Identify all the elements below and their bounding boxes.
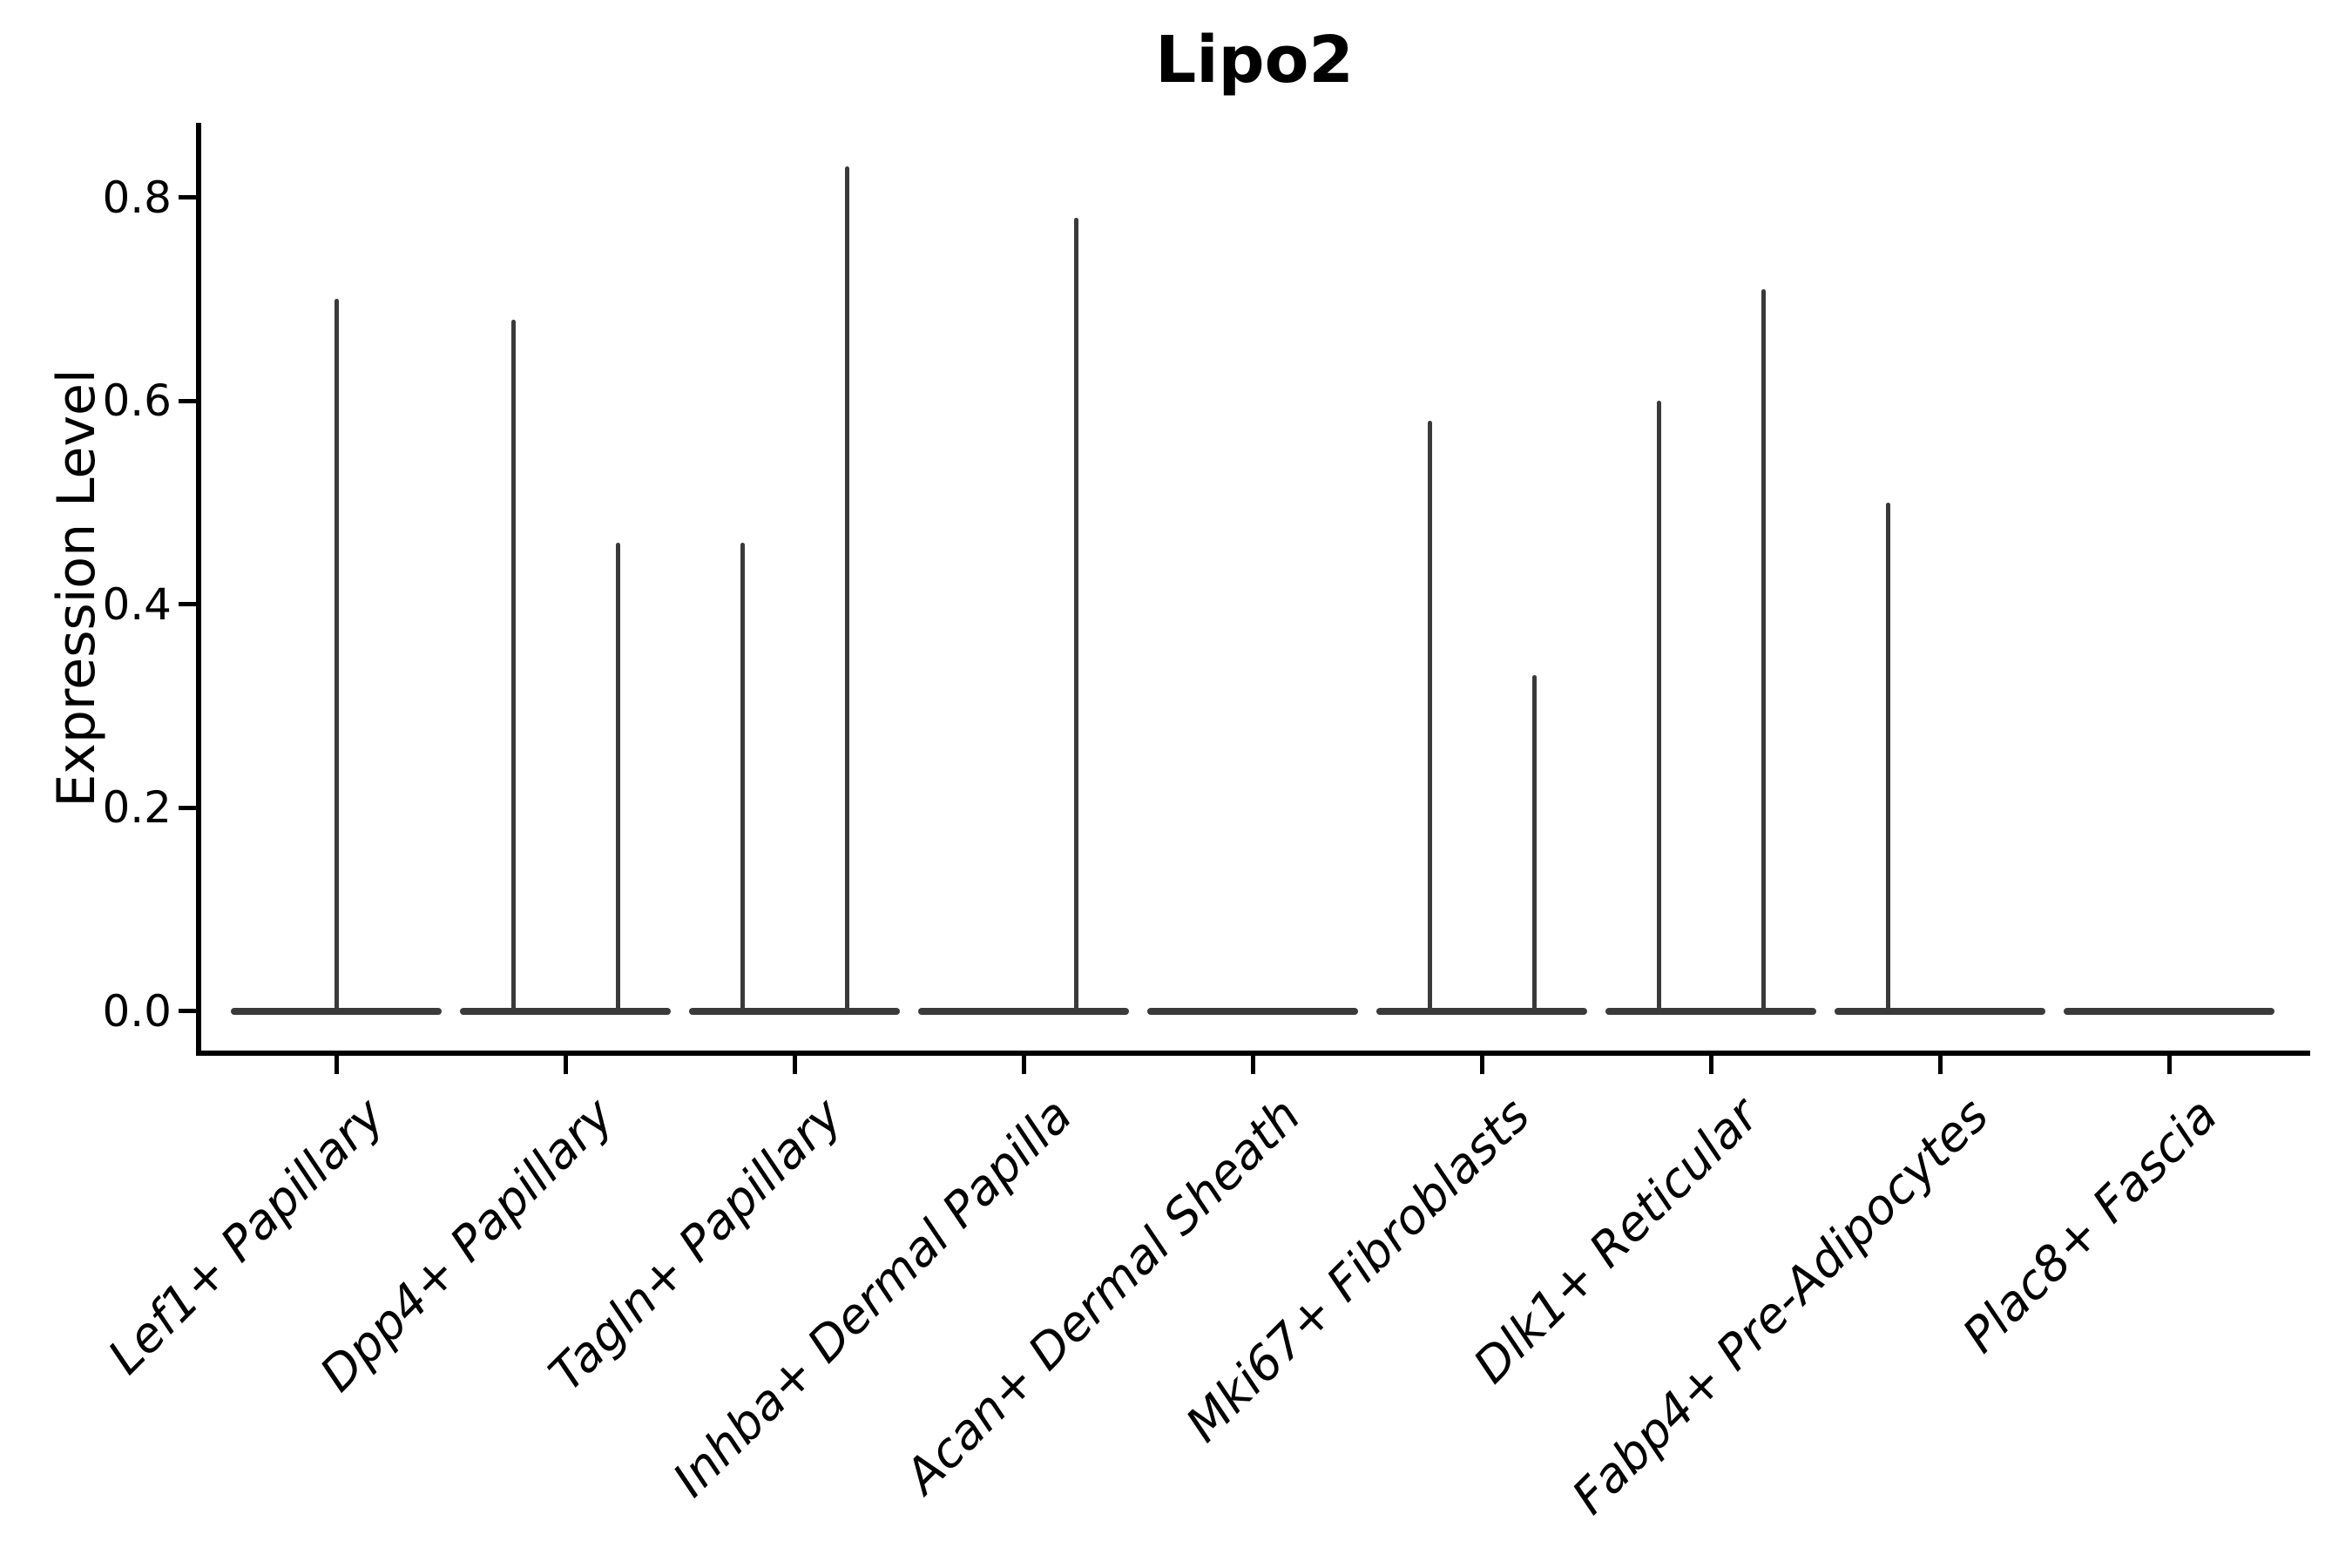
violin-spike [1656, 401, 1661, 1015]
violin-spike [740, 543, 745, 1015]
y-tick-label: 0.6 [102, 375, 172, 426]
y-tick-label: 0.8 [102, 172, 172, 223]
y-tick-mark [179, 195, 196, 199]
violin-spike [844, 166, 849, 1015]
violin-baseline [1147, 1007, 1358, 1015]
chart-title: Lipo2 [1155, 23, 1354, 98]
x-tick-mark [334, 1056, 339, 1074]
violin-baseline [1835, 1007, 2045, 1015]
x-tick-mark [1479, 1056, 1484, 1074]
violin-spike [1073, 217, 1078, 1015]
y-tick-mark [179, 398, 196, 403]
y-tick-label: 0.0 [102, 985, 172, 1037]
violin-spike [1531, 675, 1537, 1015]
violin-spike [1427, 421, 1432, 1015]
x-tick-mark [1021, 1056, 1026, 1074]
x-tick-mark [1937, 1056, 1943, 1074]
x-axis-spine [196, 1051, 2310, 1056]
x-tick-mark [1250, 1056, 1255, 1074]
violin-baseline [1605, 1007, 1816, 1015]
x-tick-label: Inhba+ Dermal Papilla [661, 1087, 1083, 1508]
x-tick-label: Fabp4+ Pre-Adipocytes [1560, 1087, 1999, 1525]
x-tick-mark [563, 1056, 568, 1074]
violin-spike [334, 299, 339, 1015]
x-tick-mark [792, 1056, 797, 1074]
y-tick-label: 0.4 [102, 578, 172, 630]
violin-spike [615, 543, 620, 1015]
violin-baseline [2064, 1007, 2274, 1015]
y-tick-label: 0.2 [102, 782, 172, 833]
y-tick-mark [179, 602, 196, 606]
y-tick-mark [179, 1009, 196, 1013]
violin-baseline [918, 1007, 1129, 1015]
x-tick-mark [1708, 1056, 1713, 1074]
x-tick-label: Acan+ Dermal Sheath [894, 1087, 1312, 1504]
y-axis-spine [196, 123, 201, 1056]
violin-spike [510, 319, 516, 1015]
violin-baseline [689, 1007, 900, 1015]
violin-baseline [460, 1007, 671, 1015]
violin-spike [1761, 288, 1766, 1015]
x-tick-mark [2166, 1056, 2172, 1074]
violin-spike [1885, 502, 1890, 1015]
y-tick-mark [179, 805, 196, 810]
violin-baseline [1376, 1007, 1587, 1015]
